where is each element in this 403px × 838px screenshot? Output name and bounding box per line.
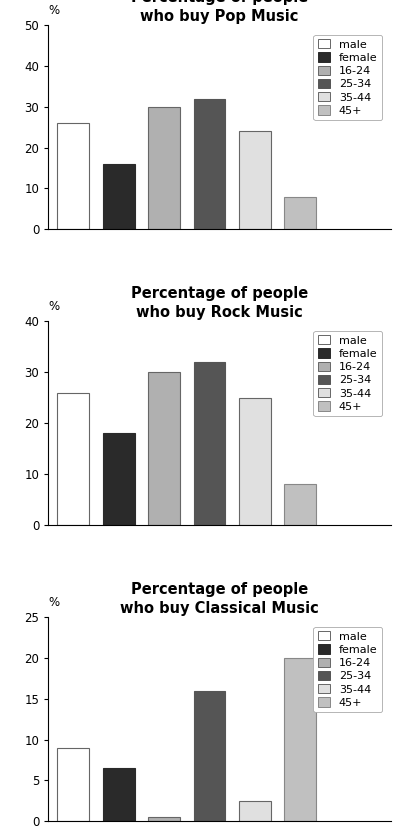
Bar bbox=[58, 747, 89, 821]
Bar bbox=[284, 197, 316, 230]
Bar bbox=[239, 801, 271, 821]
Bar bbox=[148, 817, 180, 821]
Text: %: % bbox=[48, 4, 60, 17]
Bar bbox=[148, 372, 180, 525]
Title: Percentage of people
who buy Pop Music: Percentage of people who buy Pop Music bbox=[131, 0, 308, 24]
Bar bbox=[193, 362, 225, 525]
Bar bbox=[148, 106, 180, 230]
Title: Percentage of people
who buy Classical Music: Percentage of people who buy Classical M… bbox=[120, 582, 319, 616]
Legend: male, female, 16-24, 25-34, 35-44, 45+: male, female, 16-24, 25-34, 35-44, 45+ bbox=[313, 331, 382, 416]
Bar bbox=[284, 658, 316, 821]
Bar bbox=[239, 132, 271, 230]
Bar bbox=[58, 392, 89, 525]
Legend: male, female, 16-24, 25-34, 35-44, 45+: male, female, 16-24, 25-34, 35-44, 45+ bbox=[313, 35, 382, 120]
Bar bbox=[193, 99, 225, 230]
Bar bbox=[239, 398, 271, 525]
Bar bbox=[103, 433, 135, 525]
Bar bbox=[103, 768, 135, 821]
Bar bbox=[58, 123, 89, 230]
Bar bbox=[284, 484, 316, 525]
Text: %: % bbox=[48, 300, 60, 313]
Bar bbox=[193, 691, 225, 821]
Bar bbox=[103, 164, 135, 230]
Title: Percentage of people
who buy Rock Music: Percentage of people who buy Rock Music bbox=[131, 287, 308, 320]
Legend: male, female, 16-24, 25-34, 35-44, 45+: male, female, 16-24, 25-34, 35-44, 45+ bbox=[313, 627, 382, 712]
Text: %: % bbox=[48, 596, 60, 609]
